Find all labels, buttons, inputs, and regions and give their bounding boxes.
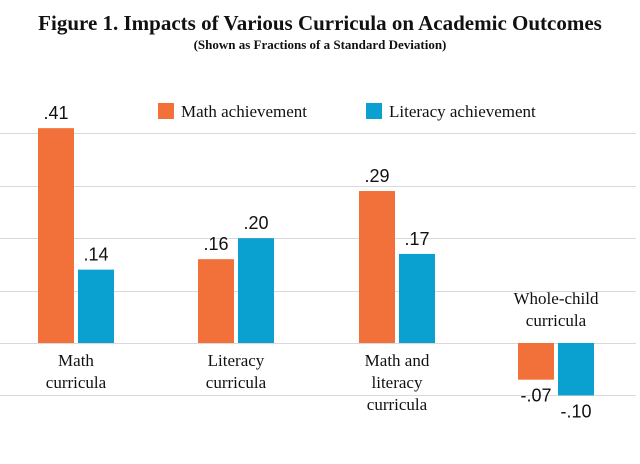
category-label: Math [58, 351, 94, 370]
category-label: curricula [367, 395, 428, 414]
bar-literacy-1 [238, 238, 274, 343]
bar-literacy-0 [78, 269, 114, 343]
legend-swatch-math [158, 103, 174, 119]
category-label: Literacy [208, 351, 265, 370]
bar-math-2 [359, 191, 395, 343]
value-label: .41 [43, 103, 68, 123]
value-label: .29 [364, 166, 389, 186]
category-labels: Math curricula Literacy curricula Math and li… [46, 289, 599, 414]
value-label: -.10 [560, 401, 591, 421]
value-labels: .41 .16 .29 -.07 .14 .20 .17 -.10 [43, 103, 591, 421]
legend-label-literacy: Literacy achievement [389, 102, 536, 121]
category-label: Math and [365, 351, 430, 370]
bar-math-1 [198, 259, 234, 343]
bar-math-3 [518, 343, 554, 380]
bar-literacy-2 [399, 253, 435, 343]
category-label: curricula [206, 373, 267, 392]
chart-subtitle: (Shown as Fractions of a Standard Deviat… [194, 37, 447, 52]
legend-label-math: Math achievement [181, 102, 307, 121]
legend: Math achievement Literacy achievement [158, 102, 536, 121]
category-label: curricula [46, 373, 107, 392]
legend-swatch-literacy [366, 103, 382, 119]
bar-literacy-3 [558, 343, 594, 396]
value-label: .16 [203, 234, 228, 254]
value-label: .14 [83, 245, 108, 265]
bars [38, 128, 594, 396]
category-label: Whole-child [514, 289, 599, 308]
value-label: .20 [243, 213, 268, 233]
value-label: -.07 [520, 386, 551, 406]
bar-math-0 [38, 128, 74, 343]
chart-title: Figure 1. Impacts of Various Curricula o… [38, 11, 602, 35]
category-label: literacy [372, 373, 423, 392]
category-label: curricula [526, 311, 587, 330]
value-label: .17 [404, 229, 429, 249]
